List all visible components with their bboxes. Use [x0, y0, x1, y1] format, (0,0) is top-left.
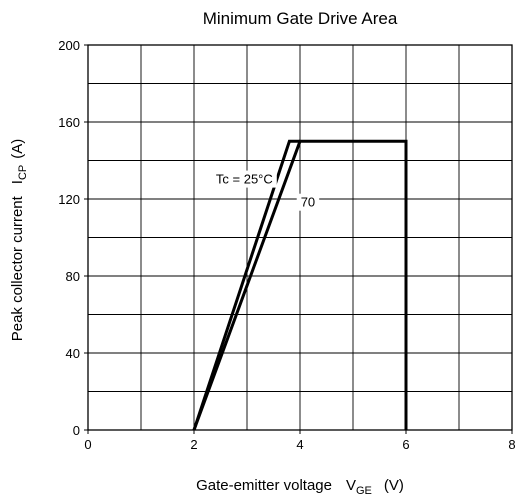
y-tick-label: 160: [58, 115, 80, 130]
grid: [87, 44, 513, 431]
y-tick-label: 40: [66, 346, 80, 361]
x-axis-label-subscript: GE: [356, 485, 372, 497]
x-axis-label-unit: (V): [384, 477, 404, 494]
x-axis-label: Gate-emitter voltage VGE (V): [196, 477, 404, 497]
annotation-backdrop-0: [211, 170, 277, 188]
x-axis-label-main: Gate-emitter voltage: [196, 477, 332, 494]
x-tick-label: 8: [508, 437, 515, 452]
series-line-0: [192, 139, 300, 431]
y-tick-label: 200: [58, 38, 80, 53]
y-tick-label: 120: [58, 192, 80, 207]
x-axis-label-symbol: V: [346, 477, 356, 494]
annotation-label-0: Tc = 25°C: [216, 172, 273, 187]
chart-title: Minimum Gate Drive Area: [203, 9, 398, 28]
series-layer: [192, 139, 408, 431]
series-line-1: [192, 139, 408, 431]
annotations: Tc = 25°C 70: [211, 170, 320, 211]
y-axis-label-main: Peak collector current: [9, 195, 26, 341]
y-tick-label: 80: [66, 269, 80, 284]
x-tick-label: 6: [402, 437, 409, 452]
x-tick-label: 0: [84, 437, 91, 452]
y-axis-label-subscript: CP: [17, 165, 29, 180]
annotation-backdrop-1: [296, 193, 320, 211]
y-axis-label-symbol: I: [9, 180, 26, 184]
y-axis-label: Peak collector current ICP (A): [9, 139, 29, 342]
x-tick-label: 2: [190, 437, 197, 452]
x-tick-label: 4: [296, 437, 303, 452]
y-tick-label: 0: [73, 423, 80, 438]
annotation-label-1: 70: [301, 195, 315, 210]
y-axis-label-unit: (A): [9, 139, 26, 159]
